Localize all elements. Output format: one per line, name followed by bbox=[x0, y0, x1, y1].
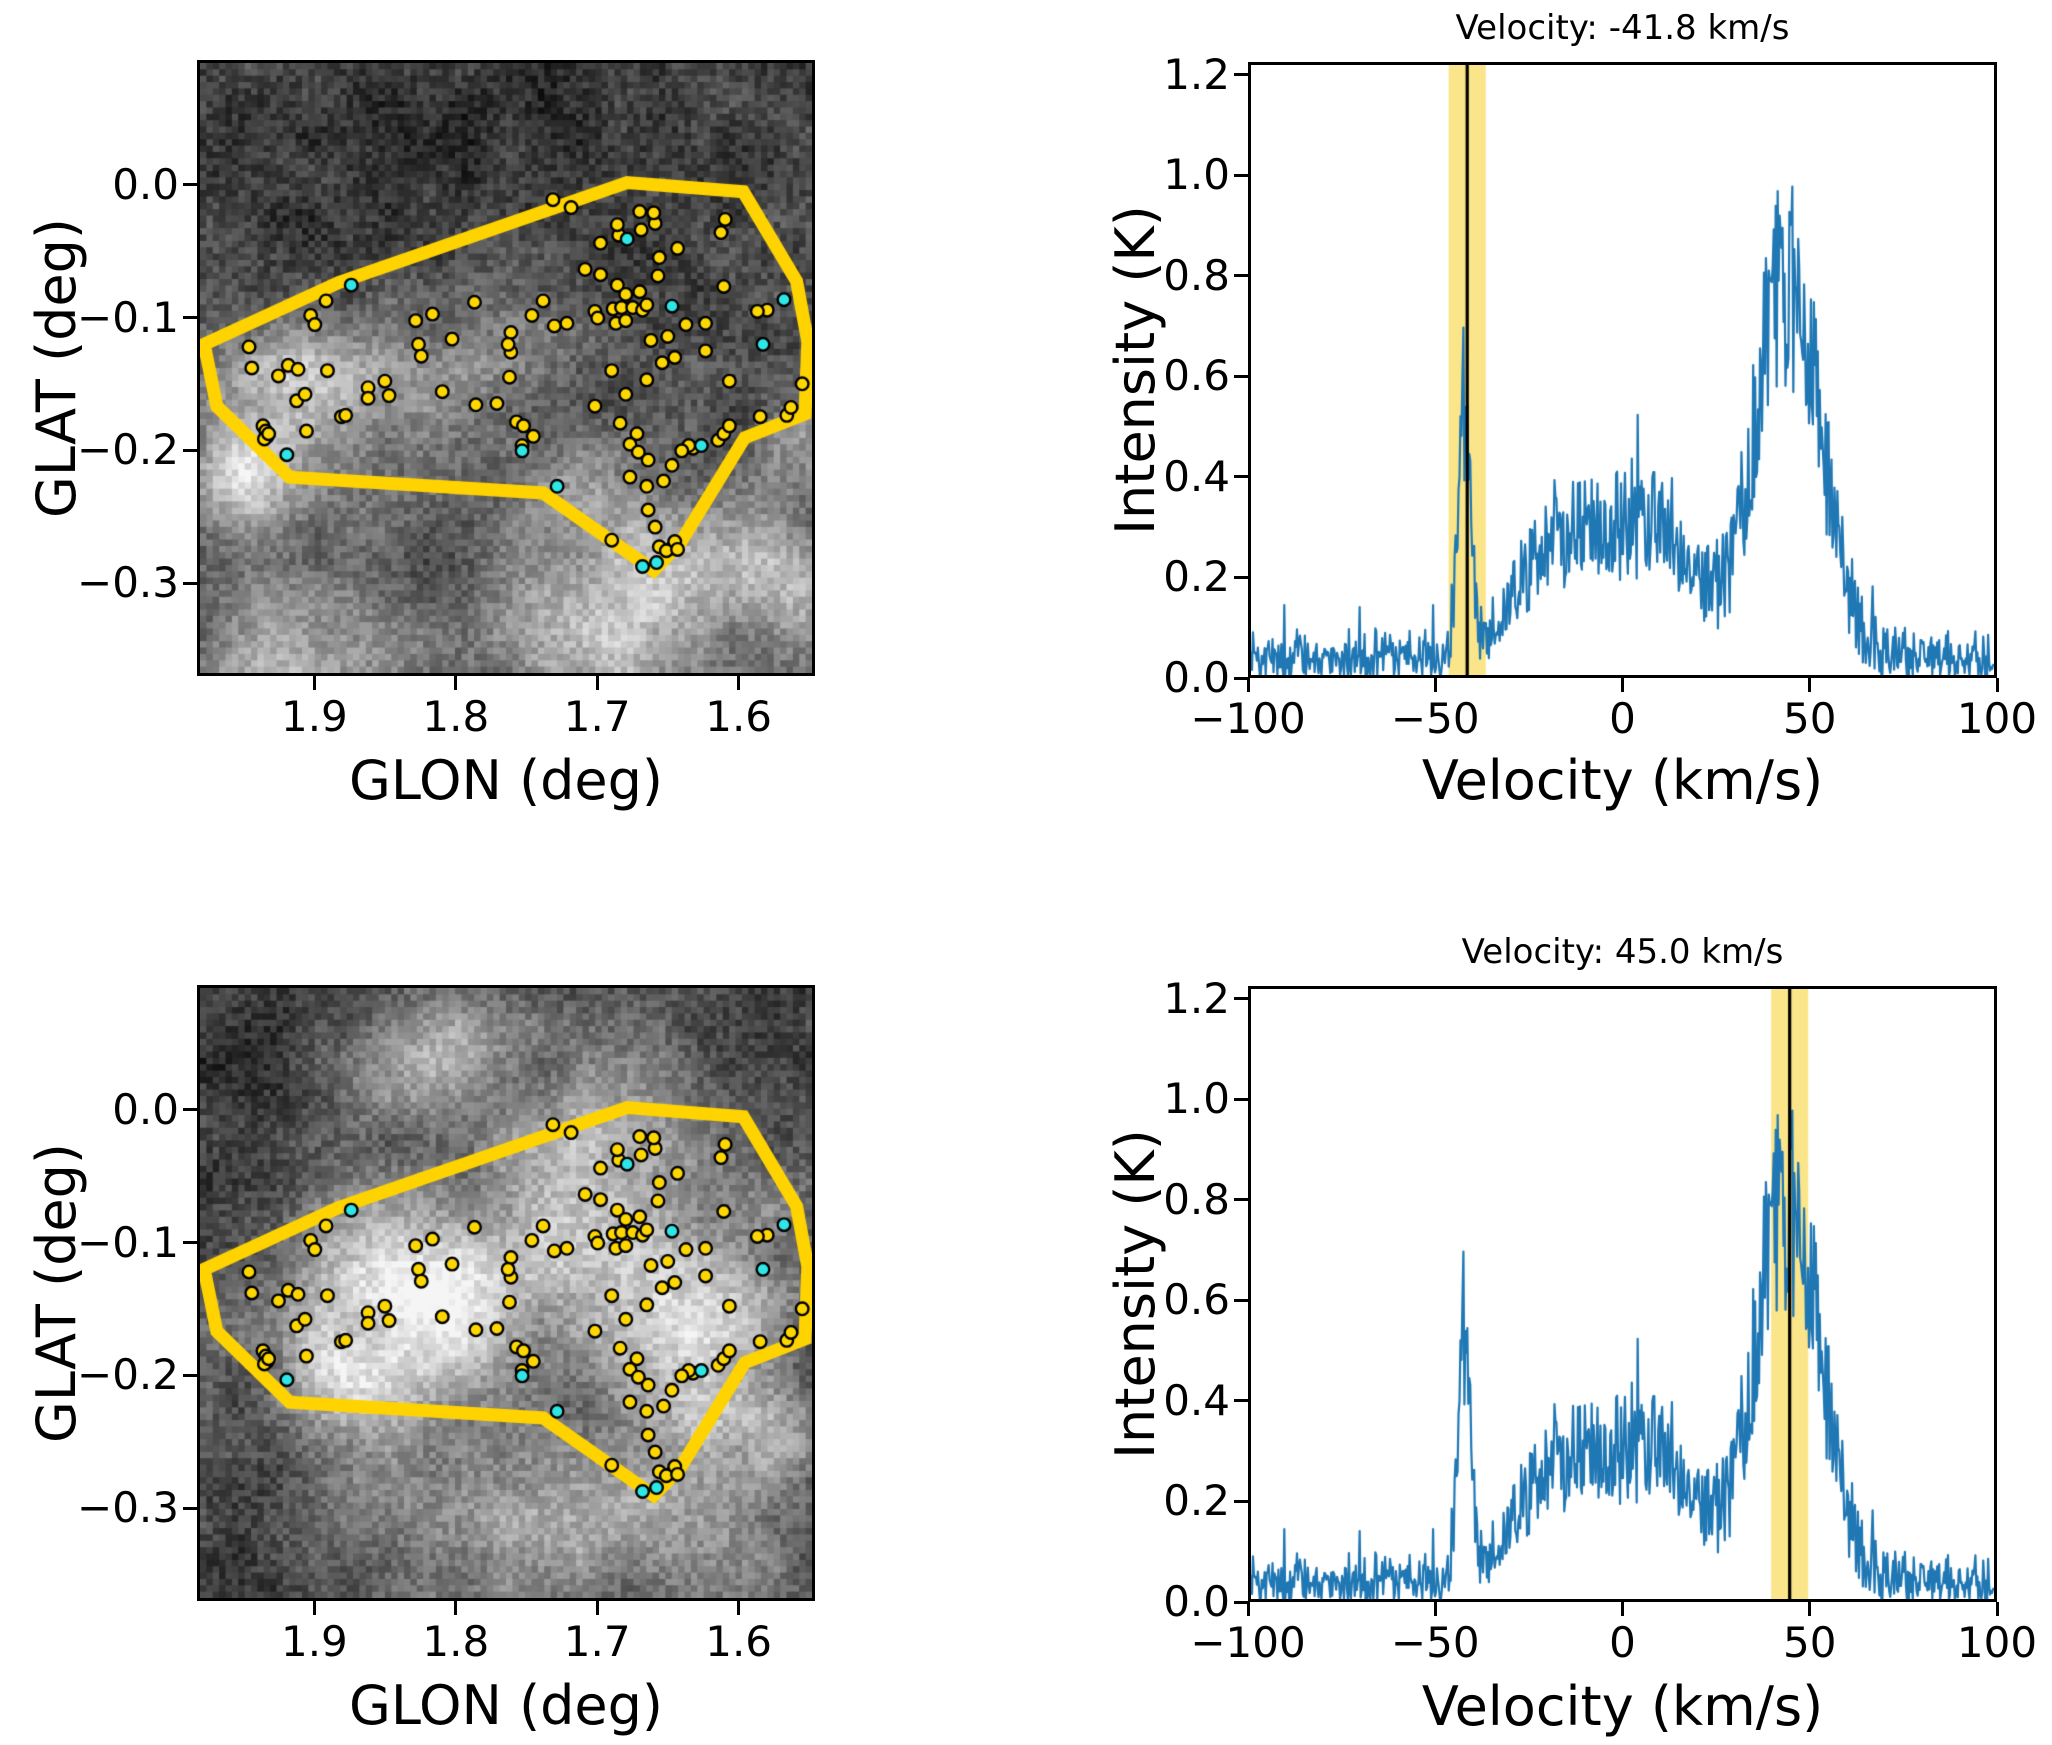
x-tick-mark bbox=[1808, 1602, 1812, 1616]
y-tick-label: 0.8 bbox=[1163, 250, 1230, 300]
y-tick-mark bbox=[183, 1506, 197, 1510]
map-top-xlabel: GLON (deg) bbox=[349, 749, 663, 812]
x-tick-mark bbox=[1995, 1602, 1999, 1616]
spectrum-panel-bottom bbox=[1248, 986, 1997, 1602]
x-tick-mark bbox=[1433, 678, 1437, 692]
x-tick-label: 100 bbox=[1956, 1618, 2038, 1667]
map-bottom-xlabel: GLON (deg) bbox=[349, 1674, 663, 1737]
x-tick-mark bbox=[1433, 1602, 1437, 1616]
x-tick-mark bbox=[737, 1601, 741, 1615]
x-tick-label: 0 bbox=[1609, 1618, 1636, 1667]
y-tick-mark bbox=[1234, 1097, 1248, 1101]
x-tick-label: 100 bbox=[1956, 694, 2038, 743]
x-tick-label: 1.6 bbox=[705, 1617, 773, 1666]
spectrum-canvas-bottom bbox=[1251, 989, 1994, 1599]
x-tick-mark bbox=[312, 1601, 316, 1615]
map-panel-top bbox=[197, 60, 815, 676]
y-tick-label: 0.0 bbox=[112, 159, 179, 209]
spectrum-bottom-title: Velocity: 45.0 km/s bbox=[1461, 932, 1784, 972]
x-tick-mark bbox=[1621, 678, 1624, 692]
y-tick-label: −0.1 bbox=[77, 1217, 179, 1267]
x-tick-mark bbox=[1246, 1602, 1250, 1616]
y-tick-label: 1.2 bbox=[1163, 49, 1230, 99]
y-tick-mark bbox=[183, 581, 197, 585]
x-tick-label: −100 bbox=[1190, 694, 1306, 743]
x-tick-label: 1.9 bbox=[280, 1617, 348, 1666]
y-tick-label: 0.4 bbox=[1163, 451, 1230, 501]
x-tick-label: 1.8 bbox=[422, 1617, 490, 1666]
y-tick-label: 1.0 bbox=[1163, 1074, 1230, 1124]
spectrum-top-title: Velocity: -41.8 km/s bbox=[1455, 8, 1790, 48]
y-tick-mark bbox=[1234, 274, 1248, 278]
x-tick-label: 1.9 bbox=[280, 692, 348, 741]
y-tick-label: 0.6 bbox=[1163, 1275, 1230, 1325]
y-tick-mark bbox=[1234, 1298, 1248, 1302]
x-tick-label: 0 bbox=[1609, 694, 1636, 743]
x-tick-label: 50 bbox=[1783, 1618, 1837, 1667]
x-tick-mark bbox=[312, 676, 316, 690]
y-tick-mark bbox=[1234, 374, 1248, 378]
y-tick-mark bbox=[1234, 1399, 1248, 1403]
y-tick-mark bbox=[1234, 475, 1248, 479]
map-panel-bottom bbox=[197, 985, 815, 1601]
y-tick-label: 1.2 bbox=[1163, 973, 1230, 1023]
x-tick-mark bbox=[454, 676, 458, 690]
map-canvas-bottom bbox=[200, 988, 812, 1598]
y-tick-mark bbox=[1234, 1198, 1248, 1202]
x-tick-mark bbox=[595, 1601, 599, 1615]
x-tick-mark bbox=[1995, 678, 1999, 692]
y-tick-label: 0.6 bbox=[1163, 351, 1230, 401]
y-tick-label: 1.0 bbox=[1163, 150, 1230, 200]
y-tick-mark bbox=[1234, 1600, 1248, 1604]
x-tick-mark bbox=[595, 676, 599, 690]
y-tick-mark bbox=[183, 1373, 197, 1377]
spectrum-bottom-xlabel: Velocity (km/s) bbox=[1421, 1675, 1824, 1738]
y-tick-label: 0.0 bbox=[1163, 653, 1230, 702]
y-tick-mark bbox=[1234, 997, 1248, 1001]
x-tick-mark bbox=[1808, 678, 1812, 692]
x-tick-mark bbox=[1621, 1602, 1624, 1616]
y-tick-mark bbox=[183, 1108, 197, 1112]
y-tick-mark bbox=[1234, 73, 1248, 77]
spectrum-panel-top bbox=[1248, 62, 1997, 678]
y-tick-label: −0.2 bbox=[77, 425, 179, 475]
y-tick-label: 0.8 bbox=[1163, 1174, 1230, 1224]
x-tick-label: −50 bbox=[1390, 1618, 1480, 1667]
y-tick-label: −0.2 bbox=[77, 1350, 179, 1400]
y-tick-mark bbox=[183, 183, 197, 187]
y-tick-label: −0.3 bbox=[77, 558, 179, 608]
y-tick-mark bbox=[1234, 575, 1248, 579]
x-tick-label: 1.6 bbox=[705, 692, 773, 741]
spectrum-top-xlabel: Velocity (km/s) bbox=[1421, 749, 1824, 812]
x-tick-label: 1.8 bbox=[422, 692, 490, 741]
y-tick-label: 0.0 bbox=[112, 1084, 179, 1134]
y-tick-mark bbox=[1234, 676, 1248, 680]
x-tick-mark bbox=[1246, 678, 1250, 692]
y-tick-mark bbox=[1234, 1499, 1248, 1503]
x-tick-label: −50 bbox=[1390, 694, 1480, 743]
y-tick-mark bbox=[183, 448, 197, 452]
x-tick-label: 1.7 bbox=[563, 692, 631, 741]
y-tick-mark bbox=[1234, 173, 1248, 177]
y-tick-label: 0.2 bbox=[1163, 552, 1230, 602]
map-canvas-top bbox=[200, 63, 812, 673]
x-tick-label: −100 bbox=[1190, 1618, 1306, 1667]
y-tick-label: −0.3 bbox=[77, 1483, 179, 1533]
y-tick-mark bbox=[183, 316, 197, 320]
y-tick-label: −0.1 bbox=[77, 292, 179, 342]
spectrum-canvas-top bbox=[1251, 65, 1994, 675]
y-tick-label: 0.2 bbox=[1163, 1476, 1230, 1526]
x-tick-label: 1.7 bbox=[563, 1617, 631, 1666]
y-tick-label: 0.0 bbox=[1163, 1577, 1230, 1626]
y-tick-mark bbox=[183, 1241, 197, 1245]
x-tick-mark bbox=[454, 1601, 458, 1615]
y-tick-label: 0.4 bbox=[1163, 1375, 1230, 1425]
x-tick-mark bbox=[737, 676, 741, 690]
x-tick-label: 50 bbox=[1783, 694, 1837, 743]
